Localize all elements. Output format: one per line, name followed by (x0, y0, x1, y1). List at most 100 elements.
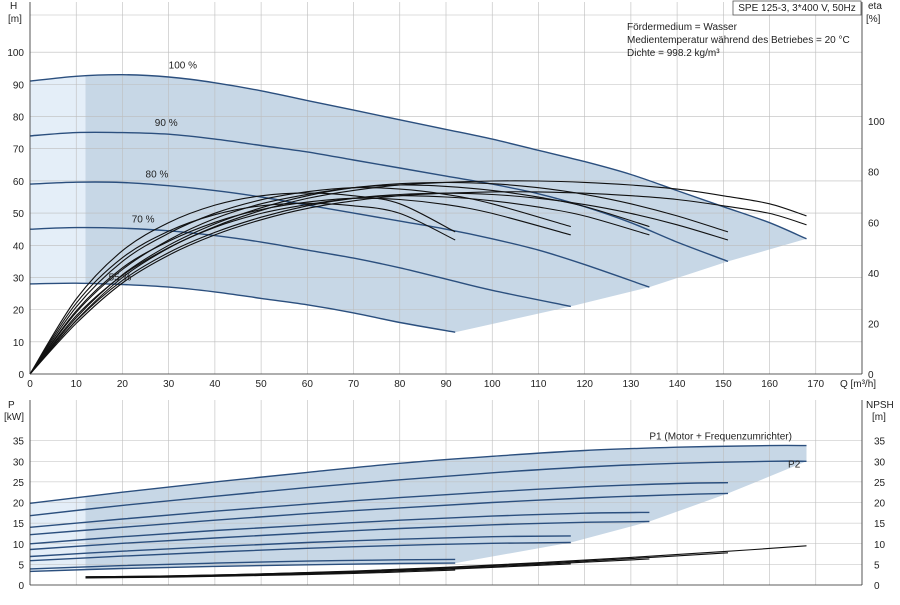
head-curve-5 (29, 282, 456, 333)
x-tick-label: 170 (807, 379, 824, 390)
efficiency-curve-3 (29, 195, 650, 375)
x-tick-label: 130 (623, 379, 640, 390)
chart-title: SPE 125-3, 3*400 V, 50Hz (738, 3, 856, 14)
x-tick-label: 0 (27, 379, 33, 390)
y-right-tick-label: 0 (868, 370, 874, 381)
efficiency-curve-4 (29, 197, 571, 375)
npsh-tick-label: 5 (874, 560, 880, 571)
npsh-tick-label: 0 (874, 581, 880, 592)
efficiency-curve-5 (29, 202, 456, 375)
npsh-curve-5 (85, 569, 456, 579)
y-right-tick-label: 100 (868, 117, 885, 128)
npsh-tick-label: 15 (874, 519, 886, 530)
y-right-tick-label: 40 (868, 269, 880, 280)
x-tick-label: 70 (348, 379, 360, 390)
y-right-tick-label: 80 (868, 168, 880, 179)
p-tick-label: 25 (13, 478, 25, 489)
power-curve-5 (29, 511, 650, 545)
p-axis-unit: [kW] (4, 412, 24, 423)
power-curve-label: P2 (788, 459, 801, 470)
title-frame (732, 0, 862, 16)
grid-layer (29, 2, 863, 586)
npsh-tick-label: 20 (874, 499, 886, 510)
power-curve-9 (29, 558, 456, 570)
x-tick-label: 110 (530, 379, 546, 390)
efficiency-curve-thin-1 (29, 180, 807, 375)
y-left-axis-label: H (10, 1, 17, 12)
x-tick-label: 40 (209, 379, 221, 390)
x-tick-label: 80 (394, 379, 406, 390)
npsh-tick-label: 35 (874, 437, 886, 448)
y-left-tick-label: 10 (13, 338, 25, 349)
y-right-axis-label: eta (868, 1, 882, 12)
p-tick-label: 15 (13, 519, 25, 530)
p-tick-label: 10 (13, 540, 25, 551)
npsh-axis-unit: [m] (872, 412, 886, 423)
y-left-tick-label: 90 (13, 80, 25, 91)
curves-layer (29, 73, 807, 579)
p-axis-label: P (8, 400, 15, 411)
p-tick-label: 0 (18, 581, 24, 592)
power-range-light (30, 496, 86, 572)
axes-layer (29, 2, 863, 586)
power-curve-2 (29, 460, 807, 517)
head-curve-1 (29, 73, 807, 240)
p-tick-label: 20 (13, 499, 25, 510)
info-line-medium: Fördermedium = Wasser (627, 22, 738, 33)
power-curve-7 (29, 535, 571, 558)
npsh-tick-label: 25 (874, 478, 886, 489)
head-curve-label: 100 % (169, 60, 197, 71)
y-left-tick-label: 0 (18, 370, 24, 381)
efficiency-curve-1 (29, 191, 807, 375)
y-left-tick-label: 80 (13, 113, 25, 124)
head-curve-label: 70 % (132, 215, 155, 226)
y-left-axis-unit: [m] (8, 14, 22, 25)
power-curve-10 (29, 562, 456, 573)
p-tick-label: 30 (13, 457, 25, 468)
x-tick-label: 60 (302, 379, 314, 390)
efficiency-curve-thin-5 (29, 192, 456, 375)
power-curve-label: P1 (Motor + Frequenzumrichter) (649, 431, 792, 442)
power-curve-3 (29, 482, 729, 528)
x-tick-label: 100 (484, 379, 501, 390)
y-left-tick-label: 100 (7, 48, 24, 59)
head-curve-3 (29, 181, 650, 288)
x-tick-label: 150 (715, 379, 732, 390)
y-left-tick-label: 30 (13, 273, 25, 284)
y-left-tick-label: 50 (13, 209, 25, 220)
y-left-tick-label: 20 (13, 306, 25, 317)
x-axis-label: Q [m³/h] (840, 379, 876, 390)
npsh-tick-label: 30 (874, 457, 886, 468)
y-left-tick-label: 60 (13, 177, 25, 188)
power-curve-6 (29, 520, 650, 551)
head-curve-label: 80 % (146, 170, 169, 181)
head-curve-2 (29, 131, 729, 263)
p-tick-label: 35 (13, 437, 25, 448)
power-curve-4 (29, 492, 729, 536)
y-right-tick-label: 20 (868, 319, 880, 330)
x-tick-label: 160 (761, 379, 778, 390)
head-curve-label: 90 % (155, 118, 178, 129)
npsh-tick-label: 10 (874, 540, 886, 551)
y-right-axis-unit: [%] (866, 14, 881, 25)
x-tick-label: 10 (71, 379, 83, 390)
labels-layer: 100 % 90 % 80 % 70 % 55 % P1 (Motor + Frequen… (4, 1, 894, 592)
y-left-tick-label: 70 (13, 145, 25, 156)
x-tick-label: 50 (256, 379, 268, 390)
info-line-temperature: Medientemperatur während des Betriebes =… (627, 35, 850, 46)
head-curve-4 (29, 226, 571, 308)
power-curve-8 (29, 541, 571, 562)
y-left-tick-label: 40 (13, 241, 25, 252)
y-right-tick-label: 60 (868, 218, 880, 229)
head-curve-label: 55 % (109, 273, 132, 284)
x-tick-label: 90 (440, 379, 452, 390)
x-tick-label: 20 (117, 379, 129, 390)
efficiency-curve-thin-4 (29, 187, 571, 375)
head-range-light (30, 76, 86, 284)
x-tick-label: 120 (576, 379, 593, 390)
npsh-axis-label: NPSH (866, 400, 894, 411)
power-curve-1 (29, 444, 807, 504)
x-tick-label: 30 (163, 379, 175, 390)
